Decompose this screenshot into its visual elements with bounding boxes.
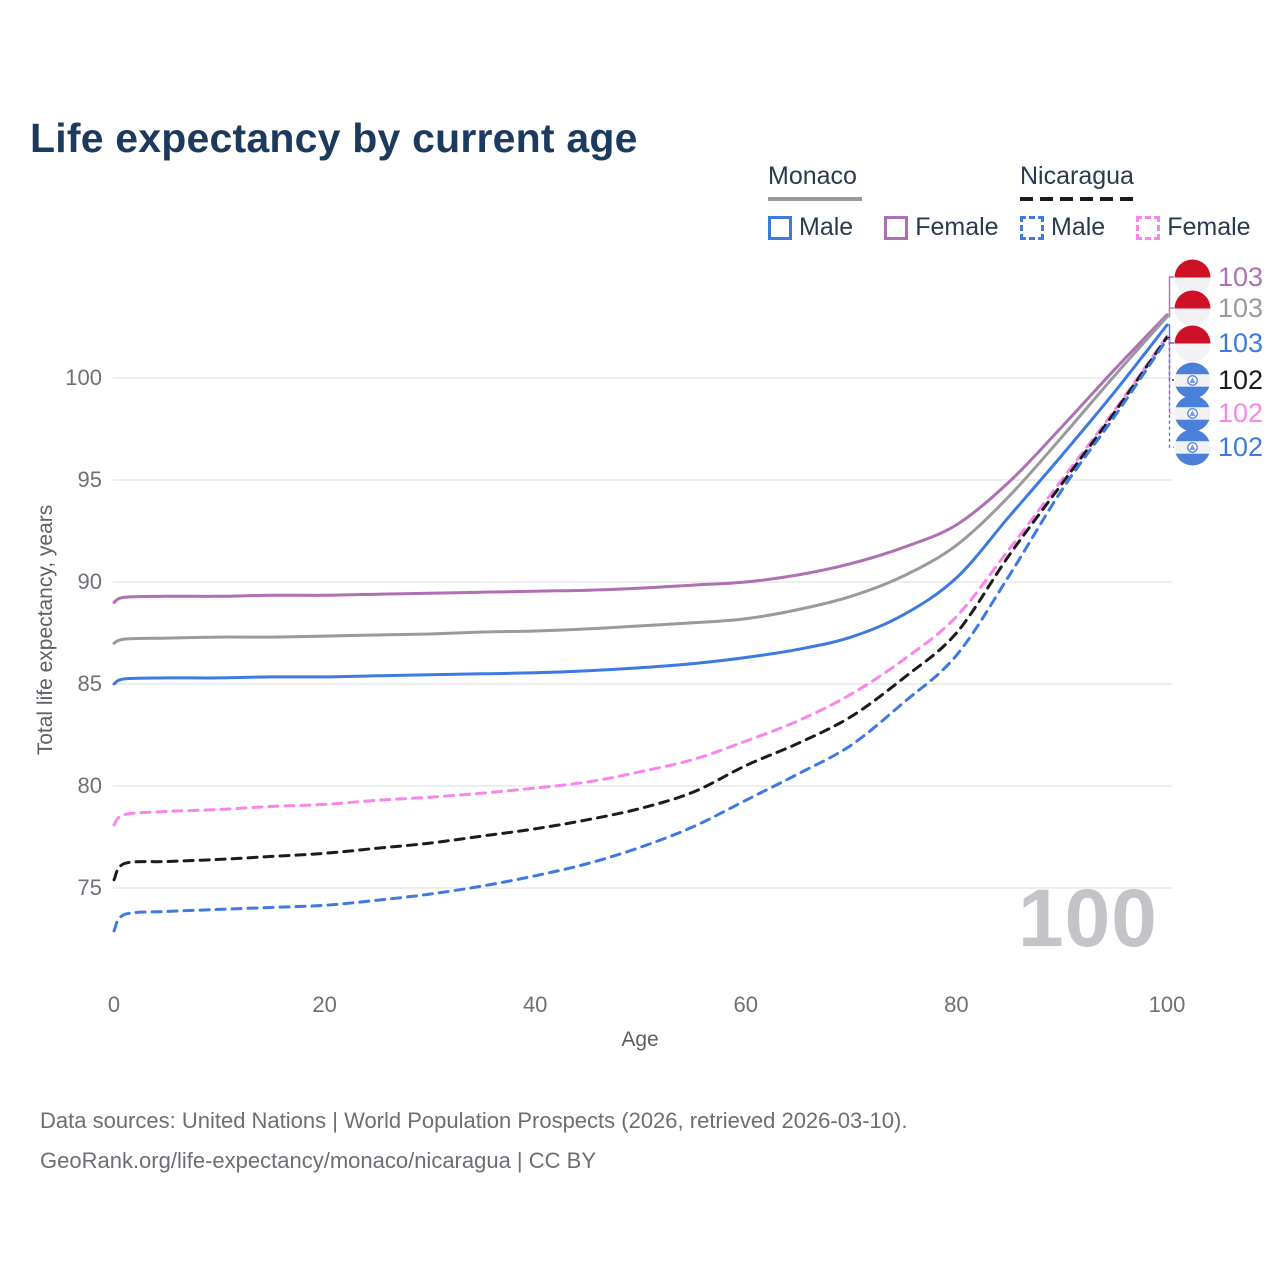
end-value-label: 103	[1218, 293, 1264, 323]
nicaragua-total-line-swatch	[1020, 197, 1138, 201]
leader-line-monaco-both-sexes	[1167, 307, 1174, 318]
nicaragua-flag-icon	[1174, 362, 1211, 399]
y-tick-80: 80	[77, 773, 102, 798]
monaco-flag-icon	[1174, 259, 1211, 296]
x-axis-title: Age	[621, 1028, 659, 1051]
leader-line-monaco-male	[1167, 324, 1174, 344]
attribution-link-text[interactable]: GeoRank.org/life-expectancy/monaco/nicar…	[40, 1148, 596, 1173]
line-monaco-female[interactable]	[112, 313, 1169, 604]
monaco-flag-icon	[1174, 290, 1211, 327]
legend-country-nicaragua[interactable]: Nicaragua	[1020, 162, 1134, 190]
nicaragua-female-swatch-icon	[1136, 215, 1161, 240]
line-monaco-both-sexes[interactable]	[112, 315, 1169, 645]
leader-line-nicaragua-male	[1167, 338, 1174, 448]
leader-line-monaco-female	[1167, 276, 1174, 316]
line-nicaragua-both-sexes[interactable]	[112, 335, 1169, 882]
monaco-male-swatch-icon	[768, 215, 792, 240]
legend-item-monaco-female[interactable]: Female	[884, 213, 999, 242]
y-tick-100: 100	[65, 365, 102, 390]
y-axis-title: Total life expectancy, years	[34, 504, 57, 756]
legend-label-female: Female	[915, 213, 999, 241]
y-tick-95: 95	[77, 467, 102, 492]
legend-item-nicaragua-female[interactable]: Female	[1136, 213, 1251, 242]
monaco-female-swatch-icon	[884, 215, 909, 240]
nicaragua-male-swatch-icon	[1020, 215, 1044, 240]
legend-group-nicaragua: Nicaragua Male Female	[1020, 162, 1275, 242]
end-label-nicaragua-both-sexes: 102	[1174, 362, 1263, 399]
end-label-monaco-male: 103	[1174, 325, 1263, 362]
legend-item-nicaragua-male[interactable]: Male	[1020, 213, 1105, 242]
legend-label-male: Male	[799, 213, 854, 241]
y-tick-85: 85	[77, 671, 102, 696]
end-value-label: 102	[1218, 432, 1264, 462]
nicaragua-flag-icon	[1174, 395, 1211, 432]
nicaragua-flag-icon	[1174, 429, 1211, 466]
leader-line-nicaragua-female	[1167, 335, 1174, 414]
legend-country-monaco[interactable]: Monaco	[768, 162, 857, 190]
data-sources-text: Data sources: United Nations | World Pop…	[40, 1108, 908, 1133]
end-value-label: 103	[1218, 328, 1264, 358]
leader-line-nicaragua-both-sexes	[1167, 336, 1174, 381]
line-nicaragua-female[interactable]	[112, 334, 1169, 827]
x-tick-0: 0	[107, 992, 121, 1017]
monaco-flag-icon	[1174, 325, 1211, 362]
end-label-monaco-both-sexes: 103	[1174, 290, 1263, 327]
legend-item-monaco-male[interactable]: Male	[768, 213, 853, 242]
x-tick-40: 40	[522, 992, 548, 1017]
legend-group-monaco: Monaco Male Female	[768, 162, 1023, 242]
end-value-label: 102	[1218, 398, 1264, 428]
legend-label-male: Male	[1051, 213, 1106, 241]
watermark-age-100: 100	[1018, 873, 1158, 964]
x-tick-20: 20	[312, 992, 337, 1017]
y-tick-75: 75	[77, 875, 102, 900]
line-monaco-male[interactable]	[112, 323, 1169, 686]
end-value-label: 103	[1218, 262, 1264, 292]
page-title: Life expectancy by current age	[30, 115, 638, 162]
end-value-label: 102	[1218, 365, 1264, 395]
end-label-monaco-female: 103	[1174, 259, 1263, 296]
y-tick-90: 90	[77, 569, 102, 594]
x-tick-80: 80	[944, 992, 969, 1017]
monaco-total-line-swatch	[768, 197, 862, 201]
legend-label-female: Female	[1167, 213, 1251, 241]
x-tick-60: 60	[733, 992, 759, 1017]
line-nicaragua-male[interactable]	[112, 337, 1169, 933]
x-tick-100: 100	[1148, 992, 1186, 1017]
end-label-nicaragua-female: 102	[1174, 395, 1263, 432]
end-label-nicaragua-male: 102	[1174, 429, 1263, 466]
